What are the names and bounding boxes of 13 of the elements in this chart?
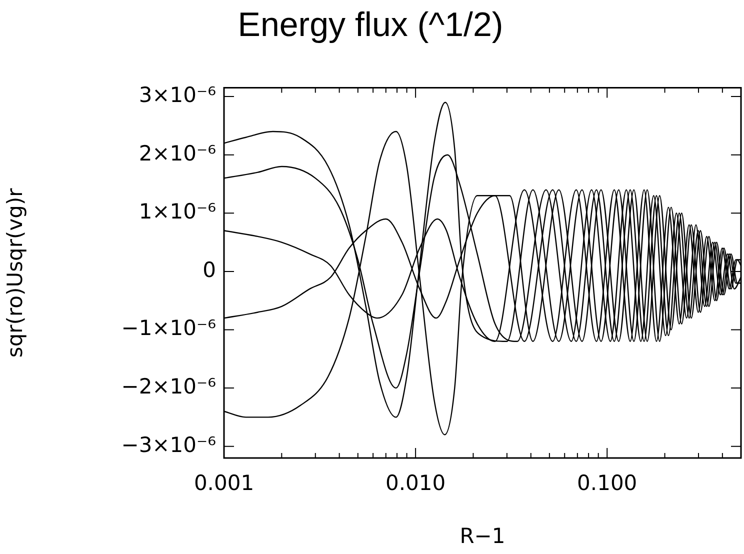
x-tick-label: 0.100 xyxy=(577,471,638,496)
y-tick-label: 2×10⁻⁶ xyxy=(138,141,216,166)
x-tick-label: 0.010 xyxy=(385,471,446,496)
x-axis-title: R−1 xyxy=(460,524,506,548)
y-tick-label: 0 xyxy=(202,258,216,282)
y-tick-label: −3×10⁻⁶ xyxy=(121,432,216,457)
y-tick-label: 1×10⁻⁶ xyxy=(138,200,216,224)
y-axis-title: sqr(ro)Usqr(vg)r xyxy=(3,188,28,358)
y-tick-label: −2×10⁻⁶ xyxy=(121,374,216,398)
chart-title: Energy flux (^1/2) xyxy=(238,6,504,44)
y-tick-label: 3×10⁻⁶ xyxy=(138,83,216,107)
y-tick-label: −1×10⁻⁶ xyxy=(121,316,216,340)
x-tick-label: 0.001 xyxy=(194,471,254,496)
